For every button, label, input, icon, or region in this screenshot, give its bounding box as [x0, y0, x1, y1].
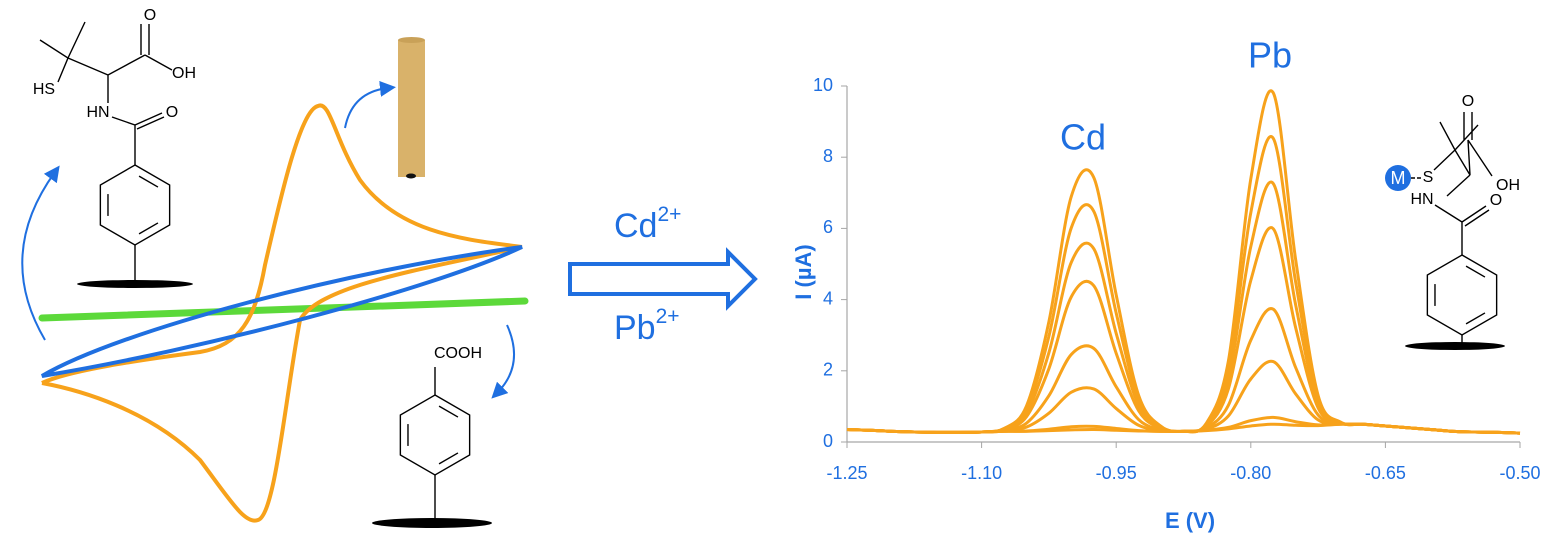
x-tick-label: -0.95 [1096, 463, 1137, 483]
ion-symbol: Pb [614, 309, 656, 347]
y-tick-label: 4 [823, 288, 833, 308]
atom-label: HS [33, 81, 55, 98]
metal-label: M [1391, 168, 1406, 188]
y-axis-title: I (µA) [791, 244, 816, 299]
atom-label: COOH [434, 345, 482, 362]
molecule: M S HN O O OH [1385, 93, 1520, 350]
double-bond [138, 175, 159, 188]
atom-label: O [1490, 192, 1502, 209]
cv-orange [41, 245, 523, 523]
ion-label: Pb2+ [614, 305, 680, 347]
cv-panel [21, 37, 529, 523]
y-tick-label: 6 [823, 217, 833, 237]
electrode [398, 37, 425, 179]
double-bond [438, 452, 459, 465]
atom-label: HN [1410, 191, 1433, 208]
double-bond [1465, 312, 1486, 325]
double-bond [1465, 265, 1486, 278]
line-series [846, 359, 1521, 435]
x-axis-title: E (V) [1165, 508, 1215, 533]
x-tick-label: -1.25 [826, 463, 867, 483]
atom-label: OH [1496, 177, 1520, 194]
x-tick-label: -0.65 [1365, 463, 1406, 483]
y-tick-label: 2 [823, 360, 833, 380]
reaction-arrow [568, 247, 758, 311]
x-tick-label: -0.80 [1230, 463, 1271, 483]
atom-label: O [166, 104, 178, 121]
arrow [21, 165, 60, 341]
cv-blue [40, 245, 523, 378]
atom-label: O [1462, 93, 1474, 110]
annotation: Pb [1248, 35, 1292, 76]
ion-charge: 2+ [656, 305, 680, 328]
y-tick-label: 8 [823, 146, 833, 166]
y-tick-label: 10 [813, 75, 833, 95]
atom-label: OH [172, 65, 196, 82]
y-tick-label: 0 [823, 431, 833, 451]
atom-label: S [1423, 169, 1434, 186]
line-series [846, 89, 1521, 435]
atom-label: O [144, 7, 156, 24]
atom-label: HN [86, 104, 109, 121]
line-series [846, 226, 1521, 435]
line-series [846, 307, 1521, 435]
arrow [491, 324, 515, 399]
cv-green [38, 297, 529, 322]
cv-orange [41, 103, 523, 385]
ion-label: Cd2+ [614, 203, 681, 245]
double-bond [438, 405, 459, 418]
molecule: HS HN O O OH [33, 7, 196, 288]
double-bond [138, 222, 159, 235]
ion-symbol: Cd [614, 207, 657, 245]
line-series [846, 422, 1521, 435]
molecule: COOH [372, 345, 492, 528]
annotation: Cd [1060, 117, 1106, 158]
x-tick-label: -0.50 [1499, 463, 1540, 483]
arrow [344, 80, 396, 129]
ion-charge: 2+ [657, 203, 681, 226]
line-series [846, 135, 1521, 435]
x-tick-label: -1.10 [961, 463, 1002, 483]
line-series [846, 180, 1521, 435]
